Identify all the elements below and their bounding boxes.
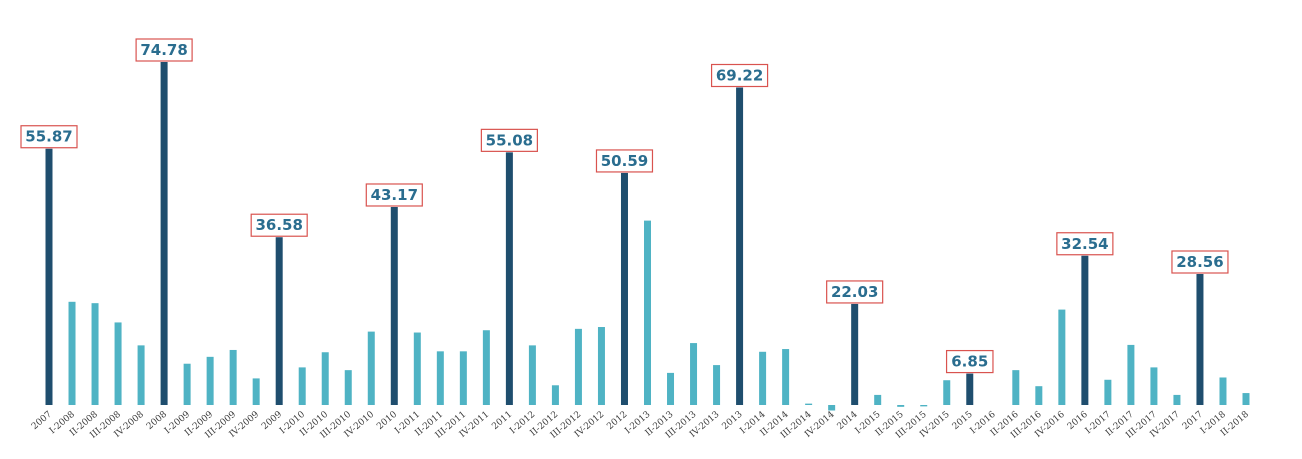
bar-ii-2008 [91,303,99,405]
bar-2014 [851,303,859,405]
bar-i-2009 [183,363,191,405]
data-label-2015: 6.85 [945,349,994,374]
bar-ii-2011 [436,351,444,405]
bar-2015 [966,373,974,405]
bar-i-2018 [1219,377,1227,405]
data-label-2011: 55.08 [480,128,538,152]
bar-2013 [736,87,744,405]
bar-2012 [620,172,628,405]
bar-i-2008 [68,301,76,405]
data-label-text: 69.22 [716,67,763,85]
data-label-box [480,128,538,152]
data-label-box [365,183,423,207]
bar-i-2017 [1104,379,1112,405]
data-label-box [595,149,654,173]
data-label-2013: 69.22 [710,63,769,88]
data-label-2007: 55.87 [20,125,78,149]
data-label-text: 28.56 [1176,253,1223,271]
bar-iii-2009 [229,349,237,405]
bar-2007 [45,148,53,406]
data-label-2010: 43.17 [365,183,423,207]
bar-ii-2009 [206,356,214,405]
bars-layer [45,62,1250,411]
bar-ii-2014 [782,349,790,405]
bar-iv-2016 [1058,309,1066,405]
bar-iii-2013 [690,343,698,405]
bar-ii-2012 [551,385,559,405]
bar-2008 [160,62,168,405]
bar-ii-2013 [667,372,675,405]
data-label-2014: 22.03 [826,280,884,304]
data-label-text: 74.78 [140,41,187,59]
bar-iv-2010 [367,331,375,405]
bar-ii-2016 [1012,370,1020,405]
bar-i-2014 [759,351,767,405]
data-label-text: 43.17 [371,186,418,204]
bar-i-2010 [298,367,306,405]
bar-i-2011 [413,332,421,405]
bar-iii-2014 [805,403,813,405]
bar-ii-2010 [321,352,329,405]
bar-i-2012 [528,345,536,405]
bar-iv-2012 [597,327,605,405]
bar-iii-2011 [459,351,467,405]
bar-2009 [275,237,283,405]
bar-iii-2016 [1035,386,1043,405]
bar-iv-2013 [713,365,721,405]
data-label-box [135,38,193,62]
data-label-text: 55.87 [25,128,72,146]
data-label-text: 36.58 [255,216,302,234]
data-label-text: 32.54 [1061,235,1108,253]
data-label-text: 50.59 [601,152,648,170]
data-label-2009: 36.58 [250,213,308,237]
bar-iv-2017 [1173,394,1181,405]
data-label-2017: 28.56 [1171,250,1229,274]
bar-2017 [1196,274,1204,405]
bar-ii-2017 [1127,344,1135,405]
bar-iv-2014 [828,405,836,411]
data-label-text: 6.85 [951,353,988,371]
bar-iii-2010 [344,370,352,405]
bar-iii-2015 [920,405,928,407]
bar-ii-2018 [1242,393,1250,405]
data-label-box [20,125,78,149]
bar-iv-2011 [482,330,490,405]
data-label-box [1056,232,1114,256]
bar-iii-2008 [114,322,122,405]
data-label-text: 55.08 [486,131,533,149]
bar-2016 [1081,255,1089,405]
data-label-box [1171,250,1229,274]
data-label-text: 22.03 [831,283,878,301]
bar-ii-2015 [897,405,905,407]
bar-iv-2008 [137,345,145,405]
data-label-2012: 50.59 [595,149,654,173]
data-label-box [826,280,884,304]
data-label-2008: 74.78 [135,38,193,62]
bar-iv-2009 [252,378,260,405]
data-label-box [710,63,769,88]
bar-i-2015 [874,394,882,405]
bar-i-2013 [644,220,651,405]
bar-2010 [390,206,398,405]
data-label-2016: 32.54 [1056,232,1114,256]
data-label-box [250,213,308,237]
data-labels-layer: 55.87 74.78 36.58 43.17 55.08 50.59 69.22 22.03… [20,38,1229,374]
bar-iii-2017 [1150,367,1158,405]
bar-iv-2015 [943,380,951,405]
bar-2011 [505,152,513,405]
bar-iii-2012 [574,328,582,405]
data-label-box [945,349,994,374]
